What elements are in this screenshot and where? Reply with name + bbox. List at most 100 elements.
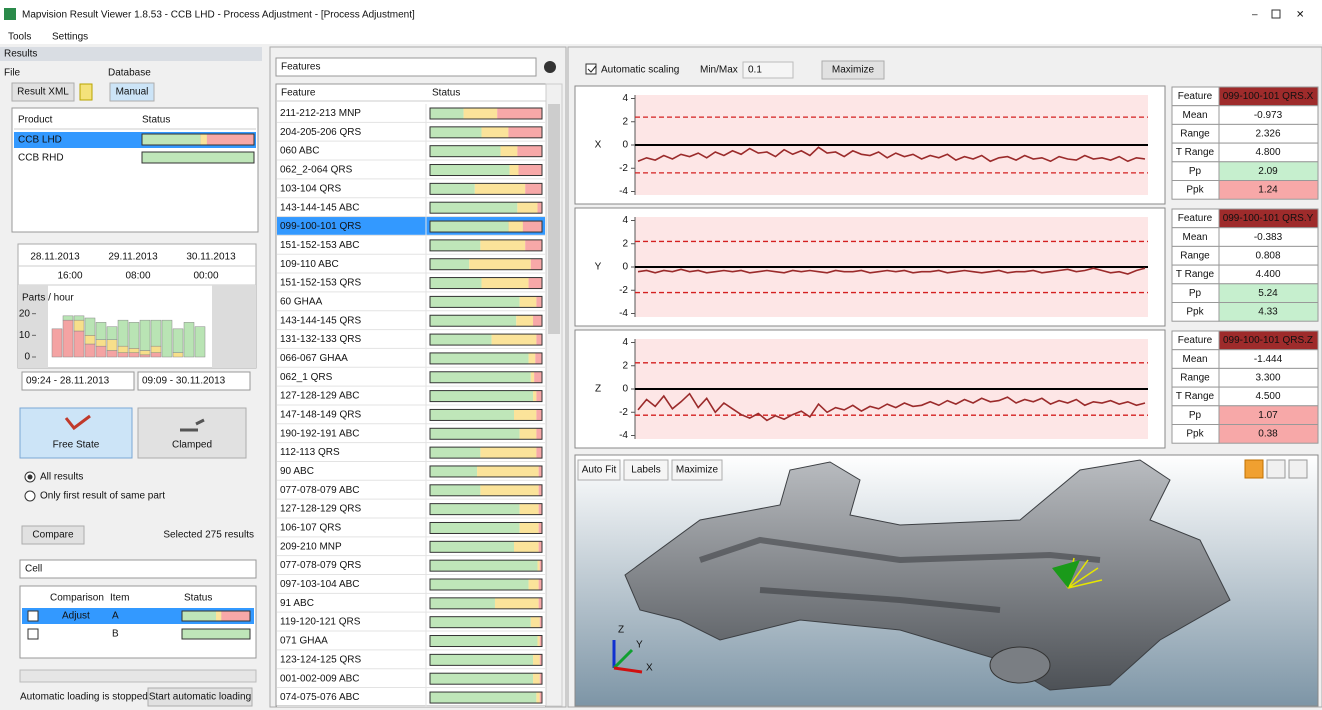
axis-label: Z [618,625,624,636]
histogram-bar [85,335,95,344]
feature-name[interactable]: 131-132-133 QRS [280,334,361,345]
feature-name[interactable]: 127-128-129 ABC [280,391,360,402]
feature-name[interactable]: 112-113 QRS [280,447,340,458]
feature-name[interactable]: 001-002-009 ABC [280,673,360,684]
stats-value: 0.38 [1258,429,1278,440]
feature-name[interactable]: 91 ABC [280,598,314,609]
status-segment [533,654,540,665]
feature-name[interactable]: 123-124-125 QRS [280,654,361,665]
feature-name[interactable]: 147-148-149 QRS [280,410,361,421]
feature-name[interactable]: 209-210 MNP [280,541,342,552]
stats-label: Mean [1182,354,1207,365]
feature-name[interactable]: 211-212-213 MNP [280,108,361,119]
feature-name[interactable]: 099-100-101 QRS [280,221,361,232]
close[interactable]: ✕ [1296,10,1304,21]
feature-name[interactable]: 127-128-129 QRS [280,504,361,515]
feature-name[interactable]: 077-078-079 QRS [280,560,361,571]
y-tick-label: 2 [622,116,628,127]
feature-name[interactable]: 151-152-153 QRS [280,278,361,289]
stats-value: 4.400 [1255,269,1280,280]
histogram-bar [74,320,84,331]
status-segment [221,611,250,621]
timeline-time: 00:00 [193,271,218,282]
status-segment [536,447,542,458]
status-segment [430,598,495,609]
status-segment [539,522,542,533]
scroll-thumb[interactable] [548,104,560,334]
stats-value: 1.07 [1258,410,1278,421]
feature-name[interactable]: 190-192-191 ABC [280,428,360,439]
histogram-bar [129,348,139,352]
feature-name[interactable]: 071 GHAA [280,636,328,647]
label: File [4,68,21,79]
y-axis-label: Z [595,384,601,395]
feature-name[interactable]: 103-104 QRS [280,183,341,194]
outside-range [212,285,256,368]
timeline-date: 30.11.2013 [186,252,236,263]
feature-name[interactable]: 106-107 QRS [280,523,341,534]
histogram-bar [74,316,84,320]
status-segment [200,134,207,145]
histogram-bar [118,353,128,357]
status-segment [482,127,509,138]
stats-label: Pp [1189,288,1202,299]
feature-name[interactable]: 119-120-121 QRS [280,617,361,628]
feature-name[interactable]: 204-205-206 QRS [280,127,361,138]
feature-name[interactable]: 60 GHAA [280,296,323,307]
timeline-time: 16:00 [57,271,82,282]
status-segment [477,466,539,477]
settings-icon[interactable] [544,61,556,73]
feature-name[interactable]: 077-078-079 ABC [280,485,360,496]
product-name[interactable]: CCB LHD [18,135,62,146]
table-header: Status [142,115,170,126]
feature-name[interactable]: 097-103-104 ABC [280,579,360,590]
cell-dropdown[interactable] [20,560,256,578]
status-segment [480,485,538,496]
stats-value: 0.808 [1255,251,1280,262]
status-segment [520,428,537,439]
comparison-name: Adjust [62,611,90,622]
rotate-tool[interactable] [1267,460,1285,478]
feature-name[interactable]: 143-144-145 QRS [280,315,361,326]
feature-name[interactable]: 074-075-076 ABC [280,692,360,703]
checkbox[interactable] [28,629,38,639]
menu-item[interactable]: Tools [8,32,31,43]
stats-label: T Range [1176,147,1215,158]
status-segment [539,541,542,552]
zoom-tool[interactable] [1289,460,1307,478]
product-name[interactable]: CCB RHD [18,153,64,164]
histogram-bar [140,355,150,357]
dropdown-value: Features [281,62,320,73]
status-segment [539,466,542,477]
y-tick-label: -2 [619,407,628,418]
cell-value: Cell [25,564,42,575]
menu-item[interactable]: Settings [52,32,88,43]
feature-name[interactable]: 109-110 ABC [280,259,339,270]
status-segment [501,146,518,157]
status-segment [510,165,519,176]
status-segment [464,108,498,119]
status-segment [539,598,542,609]
menu-bar [0,28,1322,44]
radio[interactable] [25,491,35,501]
feature-name[interactable]: 151-152-153 ABC [280,240,360,251]
button-label: Result XML [17,87,69,98]
feature-name[interactable]: 062_1 QRS [280,372,333,383]
checkbox[interactable] [28,611,38,621]
feature-name[interactable]: 90 ABC [280,466,314,477]
feature-name[interactable]: 066-067 GHAA [280,353,348,364]
status-segment [533,315,542,326]
status-segment [514,541,539,552]
feature-name[interactable]: 143-144-145 ABC [280,202,360,213]
status-segment [430,409,514,420]
status-segment [516,315,533,326]
status-segment [497,108,542,119]
histogram-bar [140,351,150,355]
feature-name[interactable]: 062_2-064 QRS [280,165,353,176]
status-segment [517,146,542,157]
pan-tool[interactable] [1245,460,1263,478]
minimize[interactable]: – [1252,10,1258,21]
y-tick-label: 20 [19,308,31,319]
feature-name[interactable]: 060 ABC [280,146,319,157]
view-button-label: Auto Fit [582,465,617,476]
